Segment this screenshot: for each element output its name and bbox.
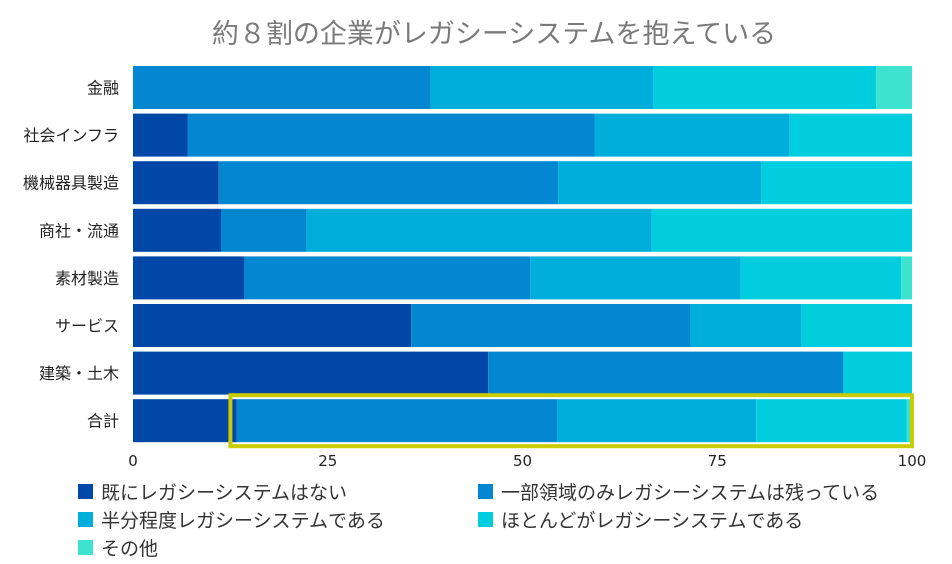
bar-segment-8-1 [133,399,237,443]
bar-segment-7-4 [843,351,912,395]
category-label: 合計 [87,412,119,431]
bar-segment-5-2 [244,256,531,300]
category-label: 建築・土木 [39,364,119,383]
legend-label: 一部領域のみレガシーシステムは残っている [501,481,880,504]
legend-swatch [478,511,493,527]
bar-segment-6-2 [411,304,690,347]
bar-segment-5-4 [740,256,902,300]
bar-segment-1-5 [876,66,912,109]
x-tick-label: 100 [898,452,927,470]
bar-segment-2-1 [133,113,188,157]
bar-area [133,66,912,443]
total-highlight-frame [228,393,914,449]
x-axis-ticks: 0 25 50 75 100 [128,452,926,470]
bar-segment-1-4 [653,66,877,109]
bar-segment-8-2 [236,399,558,443]
bar-segment-3-3 [558,161,762,205]
bar-segment-7-2 [488,351,844,395]
category-label: 機械器具製造 [23,174,119,193]
bar-segment-4-4 [651,208,912,252]
legend-label: その他 [101,537,159,560]
bar-segment-5-5 [901,256,912,300]
x-tick-label: 50 [513,452,532,470]
chart-title: 約８割の企業がレガシーシステムを抱えている [212,19,776,50]
bar-segment-8-3 [557,399,757,443]
category-label: 社会インフラ [23,126,119,145]
category-label: サービス [55,317,119,336]
legend-swatch [478,483,493,499]
bar-segment-1-3 [430,66,654,109]
bar-segment-3-1 [133,161,219,205]
legend-item-2: 一部領域のみレガシーシステムは残っている [478,478,948,504]
legend-item-3: 半分程度レガシーシステムである [78,506,478,532]
legend-label: 半分程度レガシーシステムである [101,509,385,532]
legend-label: 既にレガシーシステムはない [101,481,348,504]
bar-segment-8-4 [756,399,907,443]
category-label: 素材製造 [55,269,119,288]
category-label: 商社・流通 [39,221,119,240]
bar-segment-5-1 [133,256,245,300]
bar-segment-8-5 [906,399,912,443]
legend-swatch [78,483,93,499]
bar-segment-5-3 [530,256,741,300]
bar-segment-4-3 [306,208,652,252]
bar-segment-6-4 [801,304,912,347]
bar-segment-6-3 [690,304,802,347]
x-tick-label: 75 [708,452,727,470]
x-tick-label: 0 [128,452,138,470]
bar-segment-2-2 [187,113,595,157]
category-label: 金融 [87,79,119,98]
bar-segment-2-3 [594,113,790,157]
x-tick-label: 25 [318,452,337,470]
bar-segment-4-2 [221,208,307,252]
bar-segment-2-4 [789,113,912,157]
bar-segment-4-1 [133,208,221,252]
bar-segment-1-2 [133,66,431,109]
legend-item-4: ほとんどがレガシーシステムである [478,506,948,532]
bar-segment-3-4 [761,161,912,205]
legend-item-1: 既にレガシーシステムはない [78,478,478,504]
bar-segment-6-1 [133,304,412,347]
legend-swatch [78,511,93,527]
legend: 既にレガシーシステムはない 一部領域のみレガシーシステムは残っている半分程度レガシ… [78,478,948,560]
bar-segment-7-1 [133,351,489,395]
legend-item-5: その他 [78,534,478,560]
legend-swatch [78,539,93,555]
bar-segment-3-2 [218,161,559,205]
legend-label: ほとんどがレガシーシステムである [501,509,804,532]
highlight-box [228,393,914,449]
